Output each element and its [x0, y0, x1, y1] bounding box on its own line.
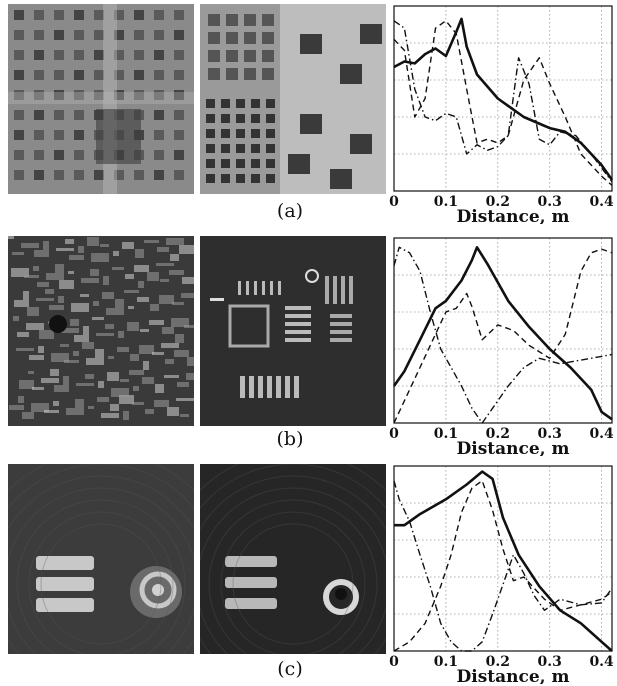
image-b-left: [8, 236, 194, 426]
x-tick-label: 0.4: [589, 426, 614, 442]
image-c-right: [200, 464, 386, 654]
x-tick-label: 0: [389, 654, 399, 670]
x-tick-label: 0.4: [589, 194, 614, 210]
plot-frame: [394, 6, 612, 191]
series-line-dashdot: [394, 481, 612, 651]
image-c-left: [8, 464, 194, 654]
x-tick-label: 0.1: [434, 654, 458, 670]
x-tick-label: 0: [389, 426, 399, 442]
plot-frame: [394, 238, 612, 423]
image-a-left: [8, 4, 194, 194]
image-b-right: [200, 236, 386, 426]
image-a-right: [200, 4, 386, 194]
series-line-solid: [394, 247, 612, 419]
x-tick-label: 0: [389, 194, 399, 210]
x-tick-label: 0.1: [434, 426, 458, 442]
subfigure-label-c: (c): [260, 658, 320, 680]
x-axis-label: Distance, m: [457, 667, 570, 684]
x-tick-label: 0.1: [434, 194, 458, 210]
series-line-dashdot: [394, 247, 612, 423]
x-axis-label: Distance, m: [457, 439, 570, 456]
grid: [394, 238, 612, 423]
x-axis-label: Distance, m: [457, 207, 570, 224]
series-line-dashed: [394, 481, 612, 651]
x-tick-label: 0.4: [589, 654, 614, 670]
subfigure-label-b: (b): [260, 428, 320, 450]
subfigure-label-a: (a): [260, 200, 320, 222]
grid: [394, 6, 612, 191]
series-line-solid: [394, 472, 612, 651]
